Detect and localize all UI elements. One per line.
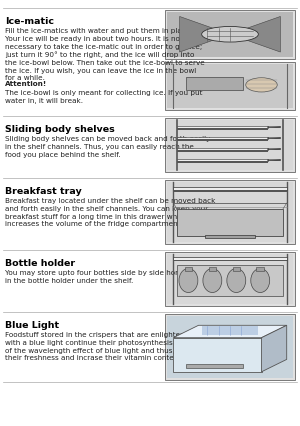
Text: Foodstuff stored in the crispers that are enlightened
with a blue light continue: Foodstuff stored in the crispers that ar…	[5, 332, 210, 361]
Bar	[165, 180, 295, 244]
Bar	[165, 118, 295, 172]
Polygon shape	[262, 325, 287, 372]
Text: Breakfast tray located under the shelf can be moved back
and forth easily in the: Breakfast tray located under the shelf c…	[5, 198, 215, 227]
Bar	[205, 235, 255, 238]
Bar	[177, 159, 268, 161]
Text: The ice-bowl is only meant for collecting ice. If you put
water in, it will brea: The ice-bowl is only meant for collectin…	[5, 90, 202, 104]
Ellipse shape	[202, 26, 258, 42]
Bar	[177, 128, 268, 130]
Ellipse shape	[179, 268, 198, 293]
Text: Fill the ice-matics with water and put them in place.
Your ice will be ready in : Fill the ice-matics with water and put t…	[5, 28, 205, 81]
Text: Breakfast tray: Breakfast tray	[5, 187, 82, 196]
Ellipse shape	[246, 78, 277, 92]
Bar	[165, 314, 295, 380]
Bar	[202, 326, 258, 334]
Bar	[256, 267, 264, 271]
Text: Attention!: Attention!	[5, 81, 47, 87]
Bar	[167, 12, 293, 57]
Text: You may store upto four bottles side by side horizontally
in the bottle holder u: You may store upto four bottles side by …	[5, 270, 208, 284]
Bar	[177, 139, 268, 141]
Bar	[173, 256, 287, 259]
Bar	[167, 316, 293, 378]
Bar	[165, 252, 295, 306]
Bar	[208, 267, 216, 271]
Bar	[167, 182, 293, 242]
Bar	[173, 187, 287, 190]
Bar	[173, 338, 262, 372]
Ellipse shape	[251, 268, 270, 293]
Ellipse shape	[227, 268, 246, 293]
Bar	[177, 137, 268, 139]
Bar	[177, 148, 268, 150]
Bar	[232, 267, 240, 271]
Ellipse shape	[203, 268, 222, 293]
Bar	[177, 150, 268, 152]
Bar	[177, 209, 283, 236]
Text: Blue Light: Blue Light	[5, 321, 59, 330]
Text: Sliding body shelves: Sliding body shelves	[5, 125, 115, 134]
Text: Ice-matic: Ice-matic	[5, 17, 54, 26]
Bar	[167, 120, 293, 170]
Bar	[167, 63, 293, 108]
Bar	[165, 10, 295, 58]
Bar	[184, 267, 192, 271]
Polygon shape	[173, 325, 287, 338]
Polygon shape	[180, 17, 230, 52]
Polygon shape	[230, 17, 280, 52]
Bar	[167, 254, 293, 304]
Bar	[177, 126, 268, 128]
Bar	[186, 77, 243, 90]
Text: Sliding body shelves can be moved back and forth easily
in the shelf channels. T: Sliding body shelves can be moved back a…	[5, 136, 210, 158]
Bar	[173, 259, 287, 261]
Bar	[177, 265, 283, 296]
Text: Bottle holder: Bottle holder	[5, 259, 75, 268]
Bar	[165, 61, 295, 110]
Bar	[173, 190, 287, 192]
Bar	[177, 161, 268, 162]
Bar	[186, 364, 243, 368]
